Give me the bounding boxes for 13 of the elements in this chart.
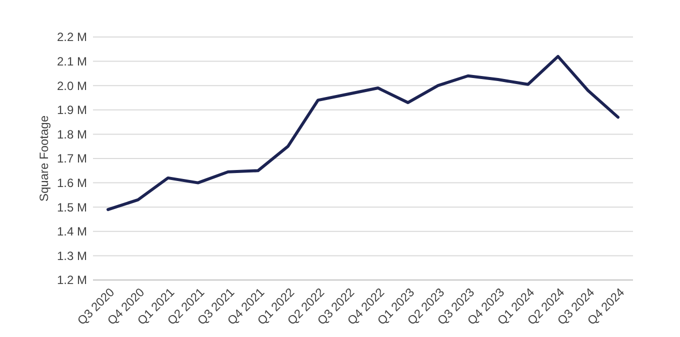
y-tick-label: 2.0 M — [56, 78, 87, 93]
y-tick-label: 1.2 M — [56, 273, 87, 288]
y-tick-label: 1.5 M — [56, 200, 87, 214]
y-tick-label: 1.7 M — [56, 152, 87, 166]
y-tick-label: 1.4 M — [56, 224, 87, 239]
y-tick-label: 1.3 M — [56, 248, 87, 263]
y-axis-title: Square Footage — [37, 115, 51, 202]
y-tick-label: 1.6 M — [56, 176, 87, 190]
y-tick-label: 1.9 M — [56, 103, 87, 118]
y-tick-label: 2.2 M — [56, 30, 87, 44]
y-tick-label: 2.1 M — [56, 54, 87, 68]
line-series — [106, 54, 620, 212]
y-tick-label: 1.8 M — [56, 127, 87, 142]
